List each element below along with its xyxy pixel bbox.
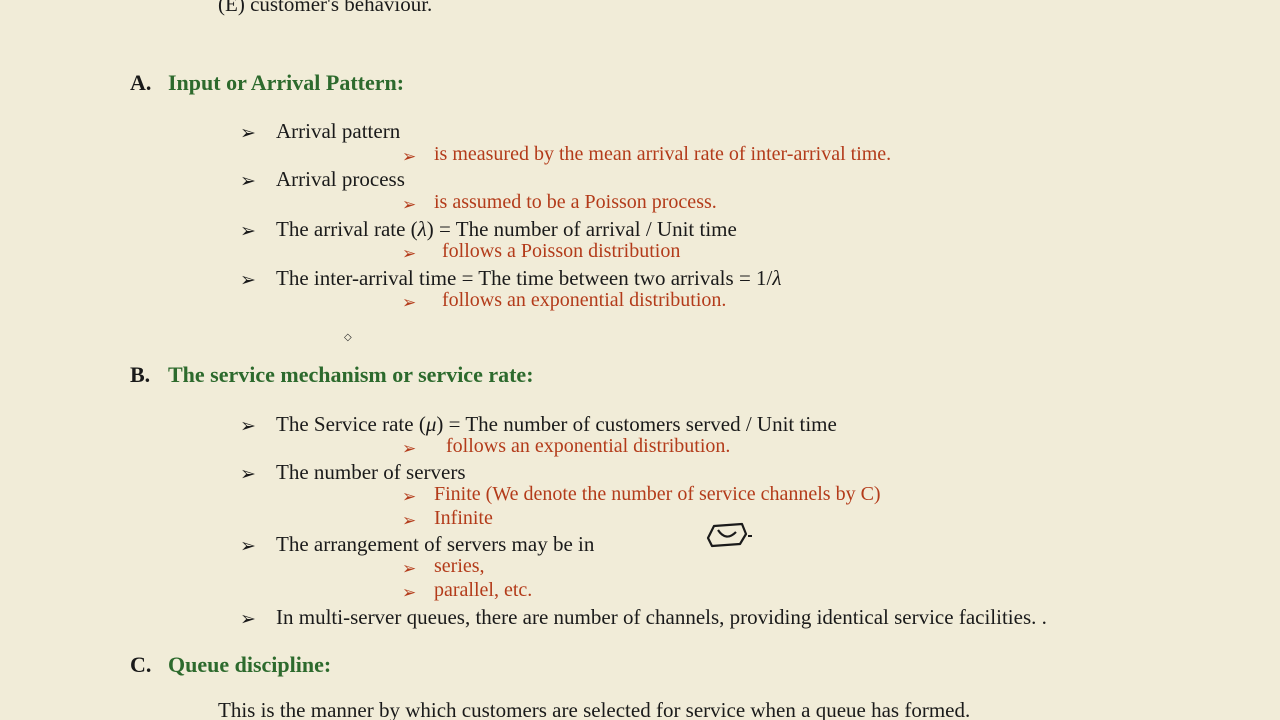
B-item-3-sub1: series, (434, 555, 485, 578)
A-item-2-sub: is assumed to be a Poisson process. (434, 191, 717, 214)
section-C-label: C. (130, 652, 151, 678)
bullet-icon: ➢ (240, 463, 256, 486)
B-item-3: The arrangement of servers may be in (276, 532, 594, 557)
section-A-title: Input or Arrival Pattern: (168, 70, 404, 96)
A-item-4-sub: follows an exponential distribution. (442, 289, 726, 312)
bullet-icon: ➢ (402, 487, 416, 507)
B-item-2-sub1: Finite (We denote the number of service … (434, 483, 881, 506)
bullet-icon: ➢ (402, 439, 416, 459)
B-item-4: In multi-server queues, there are number… (276, 605, 1047, 630)
bullet-icon: ➢ (402, 583, 416, 603)
bullet-icon: ➢ (402, 293, 416, 313)
bullet-icon: ➢ (402, 559, 416, 579)
bullet-icon: ➢ (402, 244, 416, 264)
A-item-2: Arrival process (276, 167, 405, 192)
section-C-title: Queue discipline: (168, 652, 331, 678)
bullet-icon: ➢ (402, 195, 416, 215)
bullet-icon: ➢ (240, 220, 256, 243)
text: The Service rate ( (276, 412, 426, 436)
bullet-icon: ➢ (402, 147, 416, 167)
bullet-icon: ➢ (240, 269, 256, 292)
bullet-icon: ➢ (240, 535, 256, 558)
text: The arrival rate ( (276, 217, 418, 241)
text: ) = The number of customers served / Uni… (436, 412, 836, 436)
A-item-3-sub: follows a Poisson distribution (442, 240, 680, 263)
lambda-symbol: λ (772, 266, 781, 290)
A-item-1-sub: is measured by the mean arrival rate of … (434, 143, 891, 166)
cutoff-line: (E) customer's behaviour. (218, 0, 432, 17)
mu-symbol: μ (426, 412, 437, 436)
text: ) = The number of arrival / Unit time (427, 217, 737, 241)
B-item-1-sub: follows an exponential distribution. (446, 435, 730, 458)
diamond-icon: ◇ (344, 332, 352, 343)
text: The inter-arrival time = The time betwee… (276, 266, 772, 290)
section-A-label: A. (130, 70, 151, 96)
A-item-4: The inter-arrival time = The time betwee… (276, 266, 781, 291)
lambda-symbol: λ (418, 217, 427, 241)
C-text: This is the manner by which customers ar… (218, 698, 970, 720)
A-item-1: Arrival pattern (276, 119, 400, 144)
section-B-label: B. (130, 362, 150, 388)
B-item-1: The Service rate (μ) = The number of cus… (276, 412, 837, 437)
bullet-icon: ➢ (240, 415, 256, 438)
bullet-icon: ➢ (240, 170, 256, 193)
B-item-2-sub2: Infinite (434, 507, 493, 530)
B-item-2: The number of servers (276, 460, 466, 485)
bullet-icon: ➢ (240, 608, 256, 631)
cursor-annotation-icon (704, 518, 754, 552)
bullet-icon: ➢ (402, 511, 416, 531)
section-B-title: The service mechanism or service rate: (168, 362, 534, 388)
bullet-icon: ➢ (240, 122, 256, 145)
B-item-3-sub2: parallel, etc. (434, 579, 532, 602)
A-item-3: The arrival rate (λ) = The number of arr… (276, 217, 737, 242)
document-page: (E) customer's behaviour. A. Input or Ar… (0, 0, 1280, 720)
